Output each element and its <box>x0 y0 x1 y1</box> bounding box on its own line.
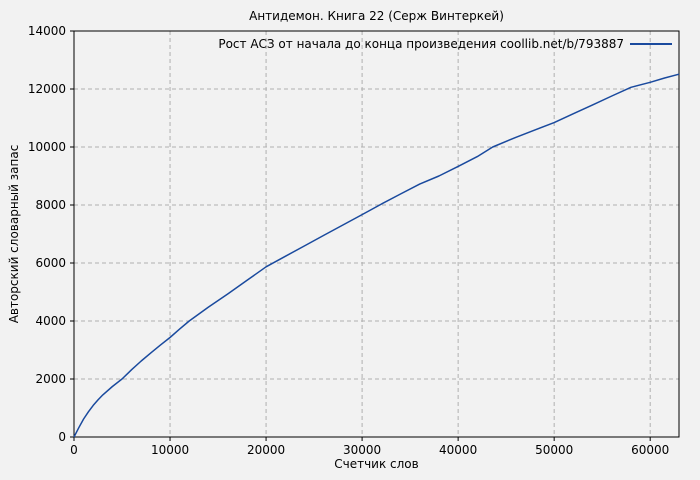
x-tick-label: 30000 <box>343 443 381 457</box>
series-line <box>73 73 680 438</box>
x-tick-label: 0 <box>70 443 78 457</box>
x-tick-label: 20000 <box>247 443 285 457</box>
x-tick-label: 10000 <box>151 443 189 457</box>
chart-title: Антидемон. Книга 22 (Серж Винтеркей) <box>249 9 504 23</box>
legend-label: Рост АСЗ от начала до конца произведения… <box>218 37 624 51</box>
y-tick-label: 2000 <box>35 372 66 386</box>
x-tick-label: 60000 <box>631 443 669 457</box>
y-tick-label: 10000 <box>28 140 66 154</box>
x-tick-label: 50000 <box>535 443 573 457</box>
y-tick-label: 4000 <box>35 314 66 328</box>
x-axis-title: Счетчик слов <box>334 457 419 471</box>
y-tick-label: 12000 <box>28 82 66 96</box>
y-tick-label: 0 <box>58 430 66 444</box>
legend-line-sample <box>630 43 672 45</box>
x-tick-label: 40000 <box>439 443 477 457</box>
y-axis-title: Авторский словарный запас <box>7 144 21 324</box>
legend: Рост АСЗ от начала до конца произведения… <box>218 37 672 51</box>
plot-frame <box>73 30 680 438</box>
y-tick-label: 14000 <box>28 24 66 38</box>
y-tick-label: 8000 <box>35 198 66 212</box>
y-tick-label: 6000 <box>35 256 66 270</box>
